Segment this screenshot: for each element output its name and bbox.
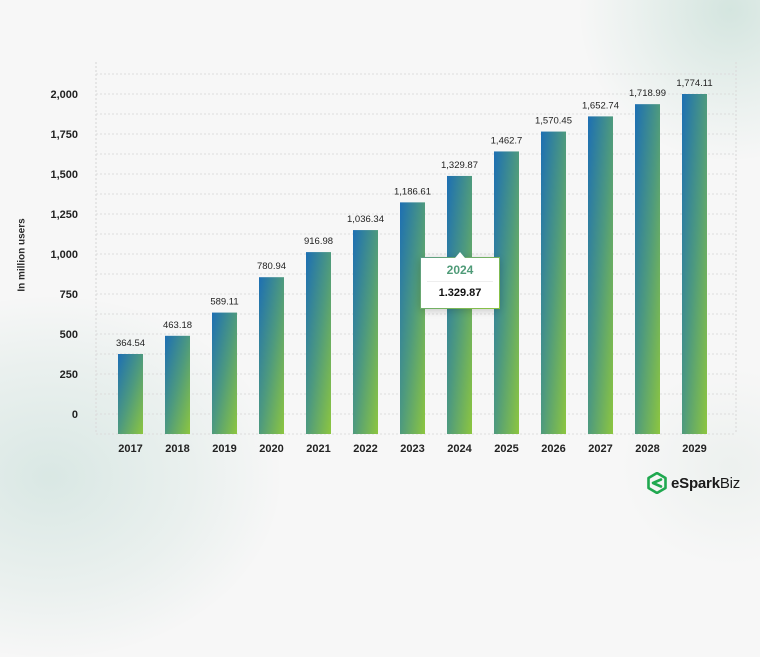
bar-2020 [259, 277, 284, 434]
x-tick-label: 2023 [400, 443, 424, 455]
data-label-2023: 1,186.61 [394, 186, 431, 197]
bar-2029 [682, 94, 707, 434]
y-tick-label: 2,000 [50, 89, 78, 101]
bar-tooltip: 2024 1.329.87 [420, 257, 500, 309]
y-tick-label: 0 [72, 409, 78, 421]
y-tick-label: 750 [60, 289, 78, 301]
data-label-2021: 916.98 [304, 236, 333, 247]
y-tick-label: 1,750 [50, 129, 78, 141]
x-tick-label: 2018 [165, 443, 189, 455]
data-labels: 364.54 463.18 589.11 780.94 916.98 1,036.34 1,… [116, 78, 713, 349]
bar-2027 [588, 116, 613, 434]
logo-wordmark: eSparkBiz [671, 475, 740, 492]
tooltip-category: 2024 [446, 263, 474, 277]
bar-2022 [353, 230, 378, 434]
y-tick-label: 250 [60, 369, 78, 381]
x-tick-label: 2017 [118, 443, 142, 455]
tooltip-divider [427, 281, 493, 282]
data-label-2018: 463.18 [163, 320, 192, 331]
x-tick-label: 2026 [541, 443, 565, 455]
data-label-2026: 1,570.45 [535, 116, 572, 127]
data-label-2019: 589.11 [210, 297, 238, 308]
x-axis-ticks: 2017 2018 2019 2020 2021 2022 2023 2024 2025 2026… [118, 443, 706, 455]
data-label-2024: 1,329.87 [441, 160, 478, 171]
bars [118, 94, 707, 435]
x-tick-label: 2029 [682, 443, 706, 455]
data-label-2017: 364.54 [116, 338, 145, 349]
y-axis-ticks: 0 250 500 750 1,000 1,250 1,500 1,750 2,000 [50, 89, 78, 421]
y-tick-label: 500 [60, 329, 78, 341]
bar-2021 [306, 252, 331, 434]
x-tick-label: 2019 [212, 443, 236, 455]
x-tick-label: 2020 [259, 443, 283, 455]
y-tick-label: 1,500 [50, 169, 78, 181]
x-tick-label: 2025 [494, 443, 518, 455]
data-label-2027: 1,652.74 [582, 100, 619, 111]
data-label-2029: 1,774.11 [676, 78, 712, 89]
x-tick-label: 2022 [353, 443, 377, 455]
esparkbiz-logo-icon [647, 472, 667, 494]
bar-2019 [212, 312, 237, 434]
bar-2018 [165, 335, 190, 434]
data-label-2025: 1,462.7 [491, 135, 523, 146]
y-axis-title: In million users [16, 218, 28, 292]
bar-chart: 0 250 500 750 1,000 1,250 1,500 1,750 2,000 364.… [50, 62, 737, 455]
data-label-2020: 780.94 [257, 261, 286, 272]
esparkbiz-logo: eSparkBiz [647, 472, 740, 494]
x-tick-label: 2024 [447, 443, 472, 455]
bar-2026 [541, 131, 566, 434]
x-tick-label: 2027 [588, 443, 612, 455]
bar-2023 [400, 202, 425, 434]
logo-text-bold: eSpark [671, 474, 720, 492]
x-tick-label: 2021 [306, 443, 330, 455]
tooltip-value: 1.329.87 [438, 287, 482, 299]
y-tick-label: 1,000 [50, 249, 78, 261]
bar-2017 [118, 354, 143, 434]
data-label-2028: 1,718.99 [629, 88, 666, 99]
data-label-2022: 1,036.34 [347, 214, 384, 225]
y-tick-label: 1,250 [50, 209, 78, 221]
bar-2028 [635, 104, 660, 435]
logo-text-light: Biz [719, 474, 741, 492]
x-tick-label: 2028 [635, 443, 659, 455]
